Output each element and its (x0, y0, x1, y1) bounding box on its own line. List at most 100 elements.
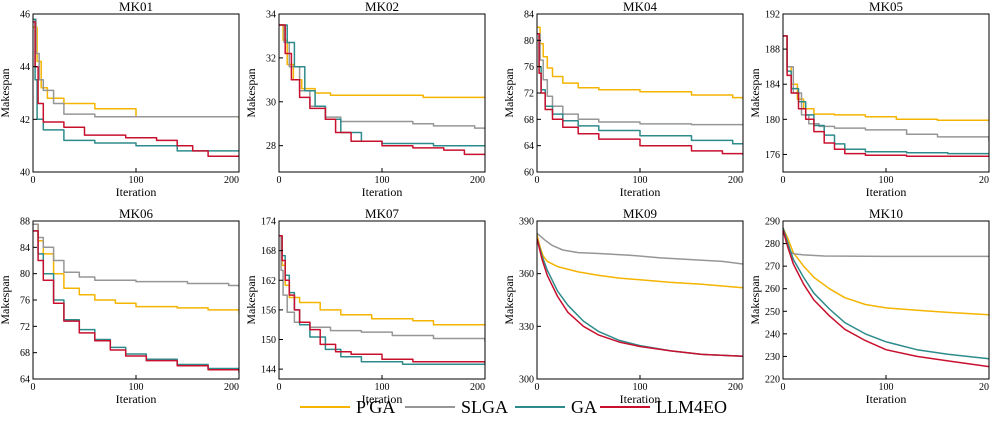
x-axis-label: Iteration (620, 185, 661, 199)
x-tick-label: 0 (535, 382, 540, 393)
y-axis-label: Makespan (0, 275, 12, 324)
series-line-ga (279, 235, 485, 365)
y-tick-label: 220 (765, 375, 780, 386)
y-tick-label: 80 (20, 269, 30, 280)
chart-title: MK01 (119, 0, 153, 14)
series-line-slga (33, 223, 239, 287)
legend-item-pga: P'GA (300, 394, 395, 420)
y-tick-label: 360 (519, 269, 534, 280)
x-axis-label: Iteration (620, 392, 661, 406)
y-tick-label: 260 (765, 284, 780, 295)
series-line-slga (33, 18, 239, 118)
x-tick-label: 100 (633, 382, 648, 393)
y-tick-label: 240 (765, 329, 780, 340)
y-tick-label: 270 (765, 262, 780, 273)
legend-swatch-ga (515, 406, 565, 408)
series-line-llm4eo (783, 35, 989, 157)
x-tick-label: 20 (979, 382, 989, 393)
chart-title: MK09 (623, 206, 657, 221)
y-tick-label: 76 (524, 62, 534, 73)
x-tick-label: 0 (31, 175, 36, 186)
series-group (279, 24, 485, 156)
y-tick-label: 72 (524, 89, 534, 100)
plot-frame (32, 13, 240, 173)
x-tick-label: 0 (31, 382, 36, 393)
y-axis-label: Makespan (0, 68, 12, 117)
y-tick-label: 390 (519, 217, 534, 228)
y-tick-label: 250 (765, 307, 780, 318)
chart-title: MK10 (869, 206, 903, 221)
y-tick-label: 64 (20, 375, 30, 386)
series-line-slga (783, 227, 989, 258)
y-tick-label: 80 (524, 36, 534, 47)
series-line-ga (783, 227, 989, 360)
y-tick-label: 30 (266, 97, 276, 108)
y-tick-label: 144 (261, 365, 276, 376)
x-tick-label: 0 (277, 382, 282, 393)
y-axis-label: Makespan (244, 275, 258, 324)
series-line-pga (33, 223, 239, 314)
x-tick-label: 200 (728, 175, 743, 186)
y-tick-label: 72 (20, 322, 30, 333)
series-group (537, 232, 743, 357)
x-axis-label: Iteration (116, 392, 157, 406)
series-line-pga (783, 35, 989, 122)
chart-mk06: MK06 0 100 200 64 68 72 76 80 84 88 Iteration Makesp… (0, 206, 240, 406)
y-tick-label: 162 (261, 276, 276, 287)
x-axis-label: Iteration (866, 185, 907, 199)
x-axis-label: Iteration (866, 392, 907, 406)
legend-item-llm4eo: LLM4EO (600, 394, 727, 420)
chart-title: MK02 (365, 0, 399, 14)
series-line-slga (537, 33, 743, 126)
chart-title: MK07 (365, 206, 399, 221)
x-tick-label: 0 (277, 175, 282, 186)
x-tick-label: 100 (129, 175, 144, 186)
series-line-llm4eo (279, 24, 485, 156)
legend-swatch-slga (405, 406, 455, 408)
series-line-pga (537, 234, 743, 289)
x-tick-label: 0 (535, 175, 540, 186)
y-tick-label: 42 (20, 115, 30, 126)
series-line-pga (279, 235, 485, 326)
y-tick-label: 230 (765, 352, 780, 363)
x-tick-label: 100 (375, 175, 390, 186)
series-group (33, 18, 239, 157)
legend-swatch-llm4eo (600, 406, 650, 408)
x-tick-label: 100 (375, 382, 390, 393)
series-line-slga (279, 24, 485, 129)
y-tick-label: 330 (519, 322, 534, 333)
y-tick-label: 44 (20, 62, 30, 73)
legend-label-ga: GA (571, 397, 597, 417)
y-tick-label: 168 (261, 246, 276, 257)
series-group (783, 227, 989, 368)
chart-mk07: MK07 0 100 200 144 150 156 162 168 174 Iteration Ma… (244, 206, 486, 406)
y-tick-label: 34 (266, 10, 276, 21)
y-tick-label: 68 (524, 115, 534, 126)
plot-frame (782, 13, 990, 173)
legend-label-llm4eo: LLM4EO (656, 397, 727, 417)
y-tick-label: 60 (524, 168, 534, 179)
series-group (33, 223, 239, 373)
x-axis-label: Iteration (362, 185, 403, 199)
series-line-slga (783, 35, 989, 142)
series-line-llm4eo (33, 21, 239, 157)
x-tick-label: 0 (781, 175, 786, 186)
x-tick-label: 200 (470, 175, 485, 186)
y-tick-label: 64 (524, 141, 534, 152)
y-tick-label: 192 (765, 10, 780, 21)
legend: P'GA SLGA GA LLM4EO (300, 394, 727, 420)
y-tick-label: 76 (20, 296, 30, 307)
plot-frame (536, 13, 744, 173)
x-tick-label: 200 (728, 382, 743, 393)
x-tick-label: 100 (879, 382, 894, 393)
chart-mk05: MK05 0 100 20 176 180 184 188 192 Iteration Makesp… (748, 0, 990, 199)
chart-mk04: MK04 0 100 200 60 64 68 72 76 80 84 Iteration Makesp… (502, 0, 744, 199)
series-line-ga (33, 18, 239, 152)
series-line-llm4eo (33, 230, 239, 373)
chart-title: MK05 (869, 0, 903, 14)
series-line-llm4eo (279, 235, 485, 364)
series-line-ga (279, 24, 485, 147)
y-axis-label: Makespan (748, 68, 762, 117)
x-tick-label: 200 (470, 382, 485, 393)
